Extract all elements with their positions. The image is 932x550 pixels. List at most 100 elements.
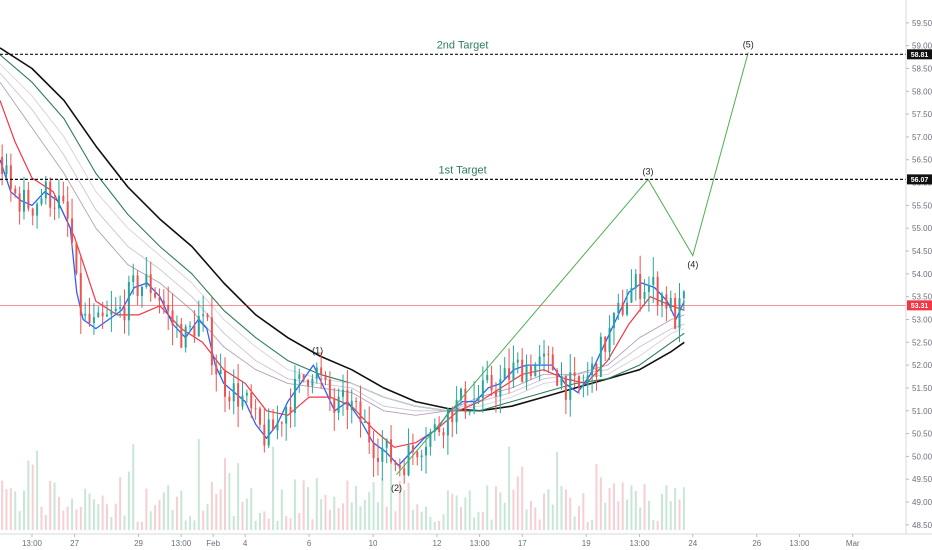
candle-body [468,411,471,413]
target-price-badge [907,49,932,60]
volume-bar [643,483,646,530]
volume-bar [398,480,401,530]
volume-bar [661,493,664,530]
volume-bar [258,512,261,530]
volume-bar [245,498,248,530]
price-axis[interactable]: 48.50 49.00 49.50 50.00 50.50 51.00 51.50 52.00… [906,19,932,530]
time-tick-label: 27 [70,539,79,548]
price-tick-label: 58.00 [912,87,932,96]
wave-labels: (1) (2) (3) (4) (5) [312,39,754,493]
time-tick-label: 29 [134,539,143,548]
volume-bar [674,488,677,530]
volume-bar [481,511,484,530]
time-axis[interactable]: 13:00 27 29 13:00 Feb 4 6 10 12 13:00 17 19 13:00 24 2… [22,534,860,548]
price-tick-label: 50.50 [912,430,932,439]
volume-bar [407,482,410,530]
volume-bar [385,506,388,530]
candle-body [363,421,366,423]
wave-label: (2) [391,483,402,493]
candle-body [202,314,205,317]
target-price-badge [907,174,932,185]
volume-bar [459,507,462,530]
volume-bar [114,503,117,530]
candle-body [433,424,436,432]
volume-bar [132,444,135,530]
candle-body [529,364,532,377]
candle-body [254,408,257,410]
volume-bar [433,521,436,530]
candle-body [656,276,659,306]
candle-body [394,461,397,465]
candle-body [350,400,353,411]
volume-bar [175,496,178,530]
volume-bar [250,487,253,530]
candle-body [385,439,388,448]
candle-body [438,424,441,433]
volume-bar [171,510,174,530]
volume-bar [529,500,532,530]
price-tick-label: 49.00 [912,498,932,507]
volume-bar [92,499,95,530]
volume-bar [9,488,12,530]
candle-body [250,392,253,409]
volume-bar [184,520,187,530]
volume-bar [333,496,336,530]
candle-body [634,274,637,289]
wave-label: (5) [743,39,754,49]
volume-bar [591,520,594,530]
volume-bar [499,492,502,530]
volume-bar [123,515,126,530]
candle-body [669,297,672,309]
candle-body [595,363,598,377]
volume-bar [40,506,43,530]
candle-body [75,242,78,274]
volume-bar [14,491,17,530]
volume-bar [180,490,183,530]
volume-bar [311,519,314,530]
candle-body [355,400,358,402]
volume-bar [154,505,157,530]
candle-body [71,218,74,243]
candle-body [180,323,183,348]
volume-bar [53,482,56,530]
volume-bar [390,449,393,530]
candle-body [311,378,314,386]
volume-bar [224,458,227,530]
volume-bar [416,504,419,530]
volume-bar [547,489,550,530]
last-price-badge [907,300,932,311]
candle-body [643,291,646,299]
candle-body [652,276,655,286]
moving-average-line [0,72,685,412]
volume-bar [210,482,213,530]
candle-body [582,385,585,387]
candle-body [503,368,506,380]
candle-body [154,293,157,298]
plot-background [0,0,906,534]
candle-body [512,362,515,380]
candle-body [516,359,519,363]
volume-bar [79,507,82,530]
candle-body [416,452,419,458]
price-tick-label: 59.00 [912,42,932,51]
volume-bar [656,520,659,530]
candle-body [324,374,327,380]
volume-bar [88,493,91,530]
volume-bar [307,487,310,530]
candle-body [110,310,113,315]
volume-bar [621,482,624,530]
candle-body [376,457,379,462]
candle-body [464,388,467,413]
volume-bar [127,471,130,530]
price-tick-label: 52.00 [912,361,932,370]
candle-body [79,273,82,316]
candle-body [381,447,384,462]
price-tick-label: 53.00 [912,315,932,324]
candle-body [224,369,227,397]
volume-bar [36,450,39,530]
candle-body [276,422,279,431]
volume-bar [359,506,362,530]
candle-body [547,353,550,355]
candle-body [245,392,248,396]
